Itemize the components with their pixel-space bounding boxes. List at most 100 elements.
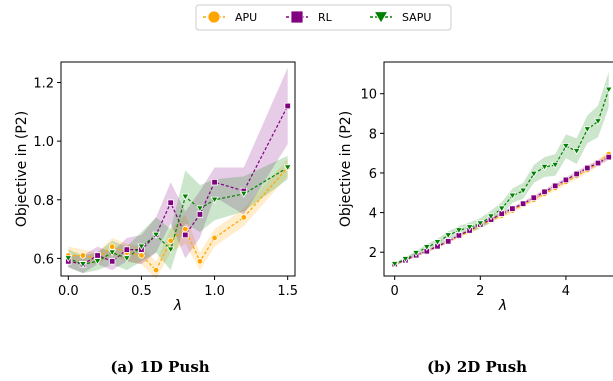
panel-1d-point-rl	[123, 246, 131, 253]
panel-1d-x-tick-label: 1.0	[204, 284, 225, 299]
panel-2d-point-sapu	[422, 244, 431, 252]
panel-2d-y-tick-label: 10	[360, 88, 377, 103]
panel-1d-y-ticks: 0.6 0.8 1.0 1.2	[33, 77, 61, 267]
panel-1d-point-sapu	[166, 246, 175, 254]
panel-1d-point-sapu	[210, 196, 219, 204]
legend-label-sapu: SAPU	[402, 11, 431, 24]
panel-2d-point-sapu	[529, 170, 538, 178]
panel-1d-y-tick-label: 0.8	[33, 194, 54, 209]
panel-2d-x-ticks: 0 2 4	[391, 276, 570, 299]
panel-2d-point-sapu	[412, 250, 421, 258]
panel-1d-point-sapu	[64, 255, 73, 263]
panel-2d-point-sapu	[390, 261, 399, 268]
panel-2d-band-sapu	[394, 71, 609, 266]
panel-2d-x-tick-label: 4	[562, 284, 570, 299]
panel-1d-point-rl	[196, 211, 204, 218]
panel-2d-x-tick-label: 2	[476, 284, 484, 299]
panel-2d-y-tick-label: 6	[369, 167, 377, 182]
panel-1d-x-tick-label: 0.5	[131, 284, 152, 299]
legend-label-rl: RL	[318, 11, 333, 24]
legend-entries: APU RL SAPU	[203, 10, 431, 24]
panel-1d-point-sapu	[93, 258, 102, 266]
panel-1d-point-rl	[211, 178, 218, 186]
panel-2d-point-sapu	[476, 220, 485, 228]
panel-2d-point-sapu	[508, 192, 517, 200]
panel-2d-y-axis-label: Objective in (P2)	[338, 111, 354, 227]
panel-2d-point-sapu	[497, 205, 506, 213]
panel-1d-point-rl	[182, 231, 189, 239]
panel-1d-band-rl	[68, 67, 288, 274]
panel-1d-y-tick-label: 1.2	[33, 77, 54, 92]
panel-2d-point-rl	[530, 194, 538, 201]
panel-2d-y-ticks: 2 4 6 8 10	[360, 88, 384, 261]
panel-2d-point-sapu	[540, 163, 549, 171]
panel-1d-point-apu	[167, 237, 174, 245]
panel-2d-y-tick-label: 8	[369, 127, 377, 142]
panel-2d-point-rl	[509, 205, 516, 212]
panel-2d-point-sapu	[551, 161, 560, 169]
panel-2d-y-tick-label: 4	[369, 207, 377, 222]
panel-1d-point-apu	[108, 243, 116, 250]
panel-1d-axes-frame	[60, 61, 296, 277]
panel-1d-point-apu	[138, 252, 145, 259]
panel-2d-point-sapu	[401, 256, 410, 263]
panel-2d-point-sapu	[583, 126, 592, 134]
panel-2d-point-rl	[541, 188, 548, 195]
panel-2d-caption: (b) 2D Push	[427, 358, 527, 376]
legend: APU RL SAPU	[195, 4, 452, 31]
panel-2d-point-rl	[605, 153, 612, 161]
panel-1d-point-sapu	[195, 205, 204, 213]
panel-1d-point-sapu	[122, 255, 131, 263]
legend-label-apu: APU	[235, 11, 257, 24]
panel-1d-bands	[68, 67, 288, 279]
panel-1d-caption: (a) 1D Push	[110, 358, 209, 376]
panel-1d-markers	[64, 102, 292, 274]
panel-2d-point-rl	[552, 182, 559, 190]
legend-marker-apu	[207, 10, 221, 24]
panel-1d-point-sapu	[137, 243, 146, 251]
panel-1d-point-apu	[196, 258, 204, 265]
panel-2d-point-sapu	[572, 148, 581, 155]
panel-1d-band-apu	[68, 158, 288, 279]
panel-2d-point-rl	[519, 200, 527, 207]
legend-marker-rl	[290, 10, 304, 24]
panel-2d-point-sapu	[561, 143, 570, 151]
panel-2d-point-sapu	[433, 239, 442, 247]
panel-1d-point-apu	[211, 234, 218, 242]
panel-2d-bands	[394, 71, 609, 266]
panel-1d-point-sapu	[78, 261, 87, 269]
panel-2d-point-rl	[584, 164, 591, 172]
panel-2d-point-sapu	[454, 227, 463, 235]
panel-1d-point-apu	[79, 252, 87, 259]
panel-1d-point-sapu	[108, 249, 117, 257]
panel-2d-point-rl	[562, 176, 570, 184]
panel-2d-axes-frame	[383, 61, 613, 277]
panel-2d-x-tick-label: 0	[391, 284, 399, 299]
panel-1d-band-sapu	[68, 155, 288, 274]
panel-1d-point-sapu	[152, 231, 161, 239]
panel-1d-point-rl	[108, 258, 116, 265]
panel-2d-point-rl	[594, 159, 602, 167]
panel-2d-point-sapu	[593, 118, 603, 126]
panel-1d-x-ticks: 0.0 0.5 1.0 1.5	[58, 276, 298, 299]
panel-1d-point-apu	[240, 214, 248, 221]
legend-marker-sapu	[373, 11, 389, 24]
panel-2d-point-rl	[445, 238, 452, 245]
panel-2d-markers	[390, 86, 613, 268]
panel-1d-point-sapu	[239, 190, 248, 198]
panel-1d-y-tick-label: 1.0	[33, 135, 54, 150]
panel-2d-point-rl	[573, 170, 580, 178]
panel-2d-point-sapu	[486, 213, 496, 221]
panel-2d-point-sapu	[604, 86, 613, 94]
panel-1d-point-rl	[284, 102, 291, 110]
panel-2d-point-sapu	[519, 187, 528, 195]
panel-1d-x-axis-label: λ	[173, 298, 182, 314]
panel-2d-point-sapu	[465, 224, 474, 232]
panel-1d-point-rl	[167, 199, 174, 206]
legend-frame	[195, 4, 452, 31]
panel-1d-point-sapu	[181, 193, 190, 201]
panel-2d-y-tick-label: 2	[369, 246, 377, 261]
panel-1d-point-apu	[152, 266, 160, 274]
panel-2d-point-sapu	[444, 232, 453, 240]
